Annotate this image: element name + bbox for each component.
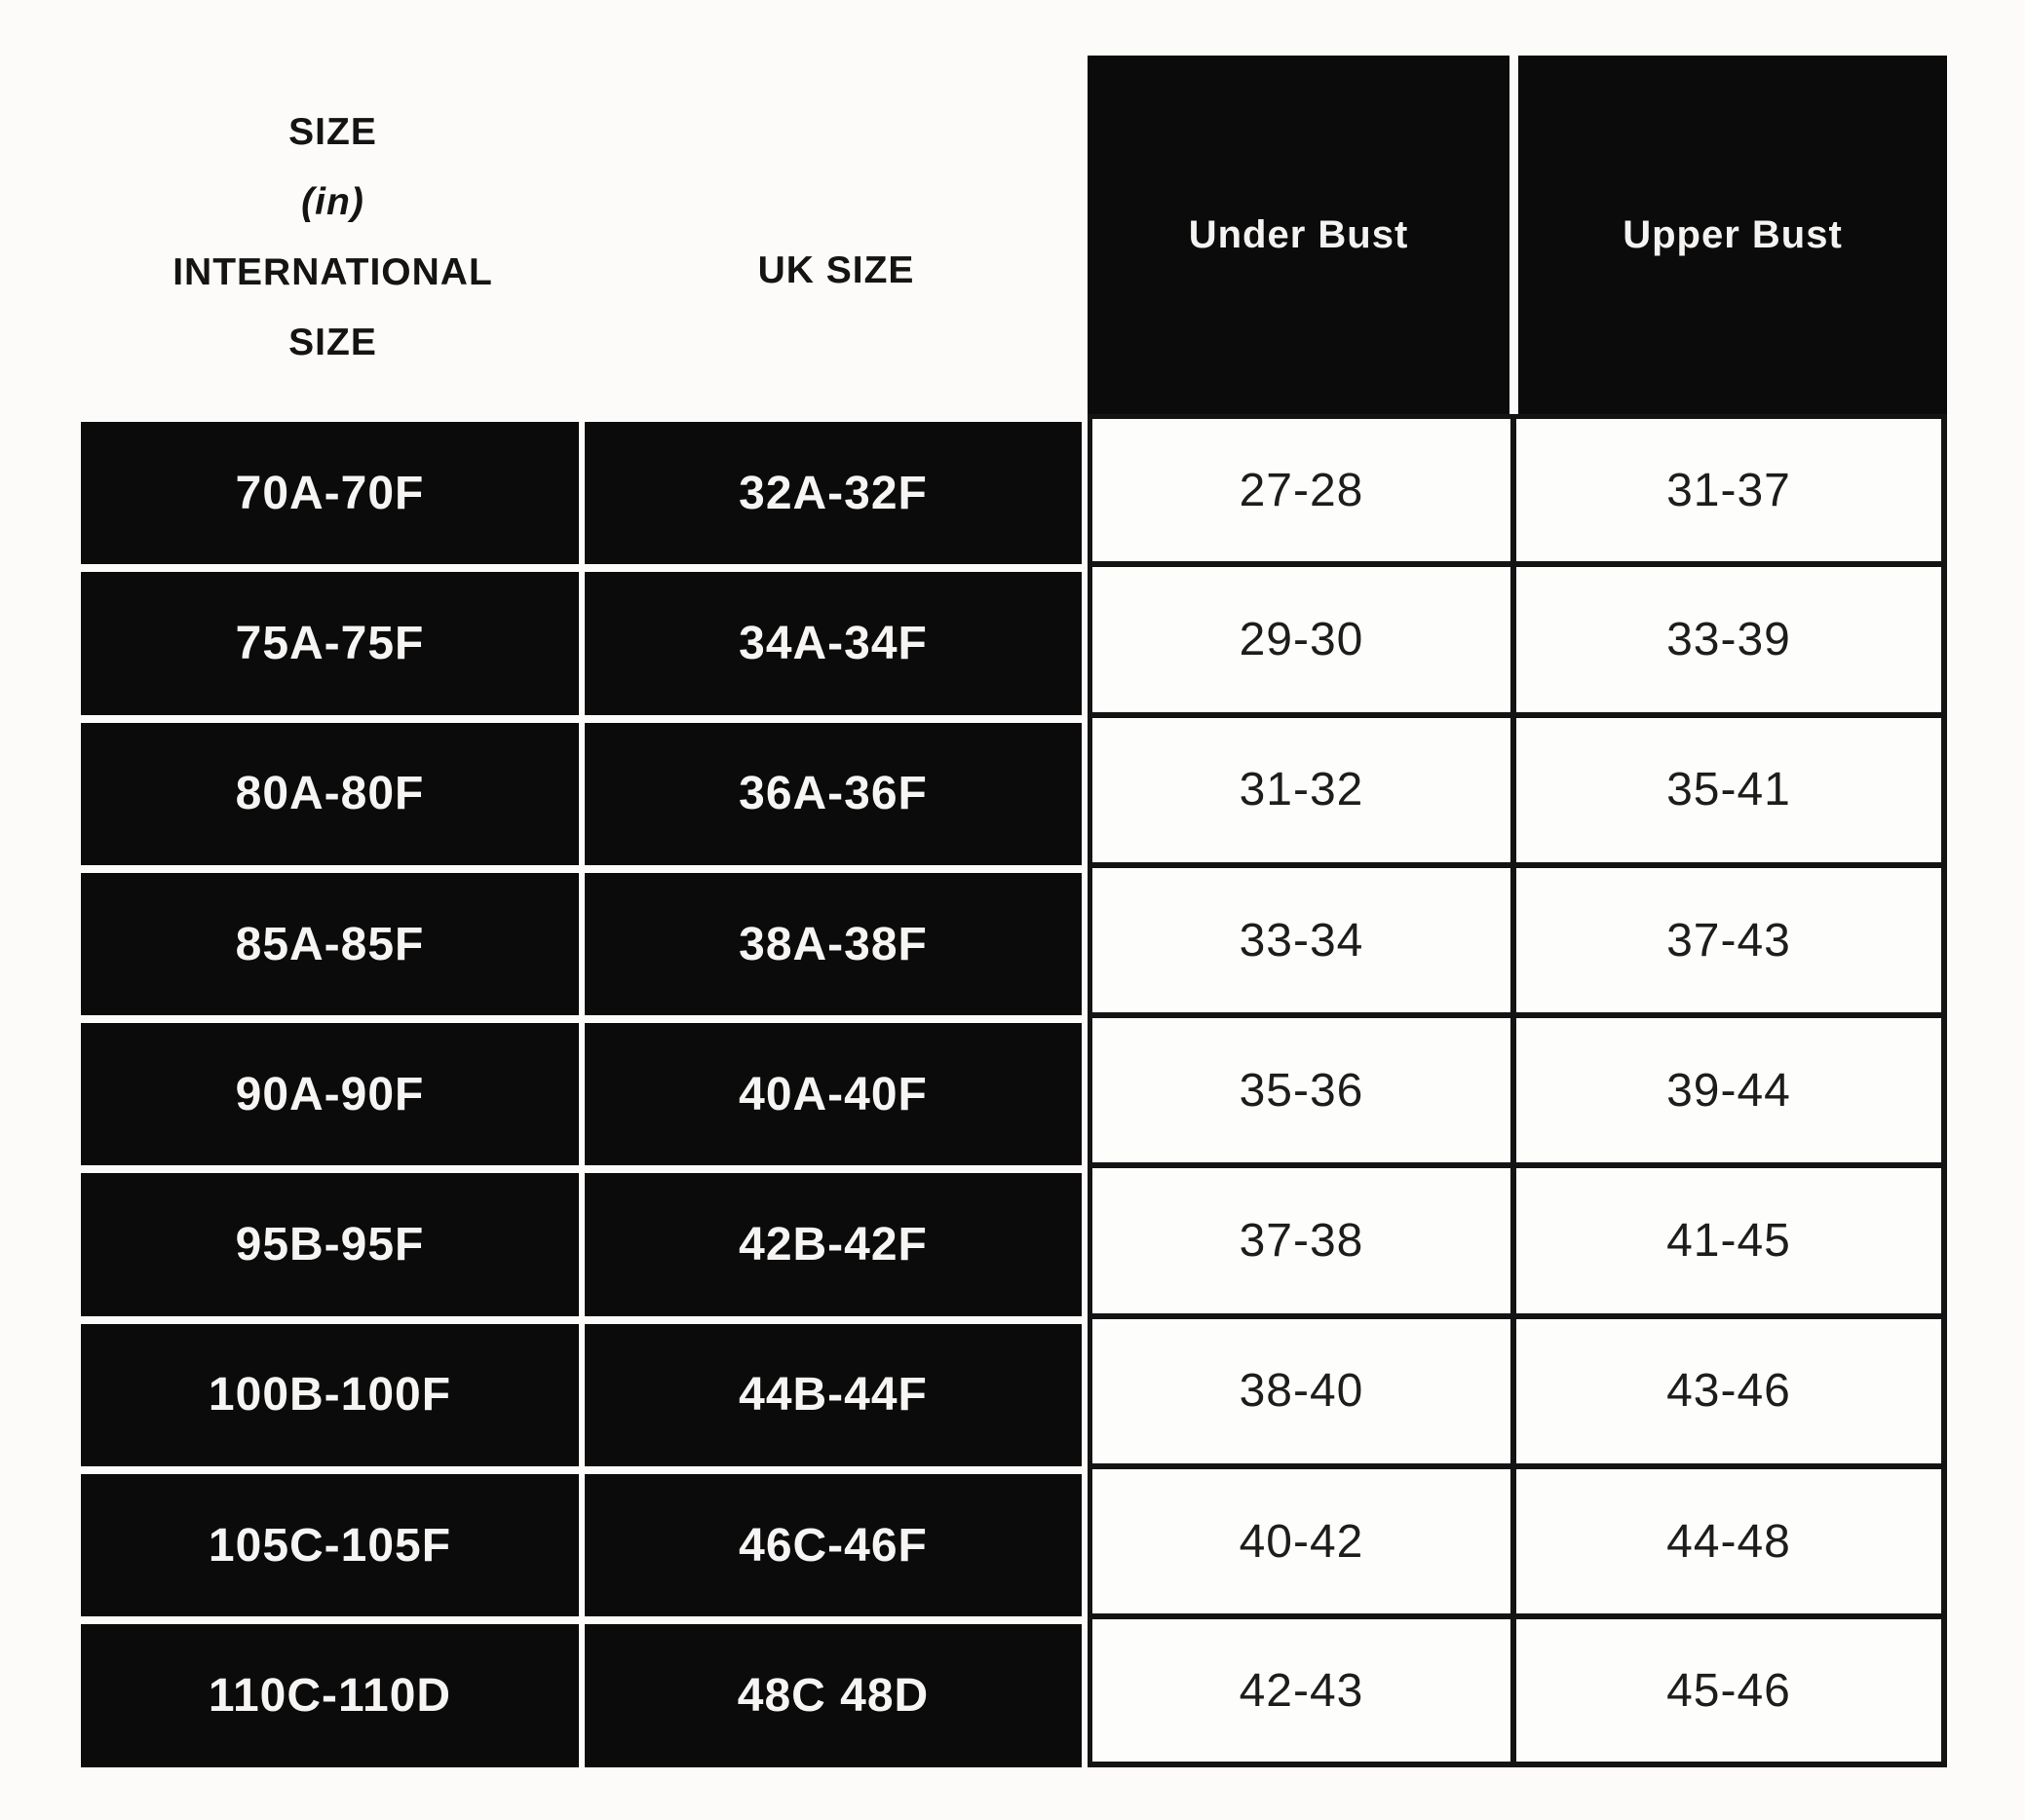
cell-international-size: 105C-105F — [81, 1474, 579, 1617]
cell-uk-size: 34A-34F — [585, 572, 1082, 715]
cell-under-bust-value: 38-40 — [1239, 1365, 1364, 1418]
header-line-size: SIZE — [288, 111, 377, 153]
cell-upper-bust: 39-44 — [1513, 1015, 1947, 1166]
cell-under-bust-value: 33-34 — [1239, 914, 1364, 967]
cell-uk-size-value: 44B-44F — [739, 1369, 928, 1422]
cell-under-bust: 37-38 — [1088, 1165, 1513, 1316]
header-line-size2: SIZE — [288, 322, 377, 363]
cell-international-size-value: 80A-80F — [235, 768, 425, 820]
cell-international-size: 110C-110D — [81, 1624, 579, 1767]
cell-upper-bust: 35-41 — [1513, 714, 1947, 865]
cell-international-size: 70A-70F — [81, 422, 579, 565]
cell-international-size-value: 95B-95F — [235, 1219, 425, 1271]
cell-under-bust-value: 29-30 — [1239, 613, 1364, 665]
cell-upper-bust-value: 33-39 — [1666, 613, 1791, 665]
header-line-unit: (in) — [301, 181, 364, 223]
cell-upper-bust-value: 43-46 — [1666, 1365, 1791, 1418]
cell-under-bust: 33-34 — [1088, 864, 1513, 1016]
cell-uk-size-value: 38A-38F — [739, 918, 928, 970]
cell-international-size-value: 90A-90F — [235, 1068, 425, 1120]
cell-under-bust-value: 27-28 — [1239, 464, 1364, 516]
header-international-size: SIZE (in) INTERNATIONAL SIZE — [81, 0, 585, 414]
cell-under-bust-value: 37-38 — [1239, 1215, 1364, 1268]
cell-under-bust-value: 42-43 — [1239, 1664, 1364, 1717]
cell-upper-bust-value: 41-45 — [1666, 1215, 1791, 1268]
cell-under-bust: 35-36 — [1088, 1015, 1513, 1166]
cell-international-size: 90A-90F — [81, 1023, 579, 1166]
cell-under-bust: 27-28 — [1088, 414, 1513, 565]
cell-upper-bust: 44-48 — [1513, 1466, 1947, 1617]
cell-international-size-value: 70A-70F — [235, 467, 425, 519]
cell-uk-size: 38A-38F — [585, 872, 1082, 1016]
cell-uk-size-value: 46C-46F — [739, 1519, 928, 1572]
cell-under-bust-value: 35-36 — [1239, 1064, 1364, 1117]
cell-uk-size-value: 42B-42F — [739, 1219, 928, 1271]
header-upper-bust: Upper Bust — [1513, 0, 1947, 414]
cell-under-bust: 42-43 — [1088, 1616, 1513, 1767]
cell-uk-size-value: 40A-40F — [739, 1068, 928, 1120]
cell-uk-size-value: 48C 48D — [737, 1670, 930, 1723]
cell-uk-size-value: 36A-36F — [739, 768, 928, 820]
cell-upper-bust-value: 45-46 — [1666, 1664, 1791, 1717]
cell-upper-bust-value: 31-37 — [1666, 464, 1791, 516]
size-table: SIZE (in) INTERNATIONAL SIZE UK SIZE Und… — [81, 0, 1947, 1767]
cell-international-size-value: 110C-110D — [208, 1670, 452, 1723]
cell-under-bust: 40-42 — [1088, 1466, 1513, 1617]
cell-uk-size: 48C 48D — [585, 1624, 1082, 1767]
cell-international-size: 85A-85F — [81, 872, 579, 1016]
cell-under-bust: 31-32 — [1088, 714, 1513, 865]
cell-international-size-value: 85A-85F — [235, 918, 425, 970]
cell-uk-size-value: 34A-34F — [739, 617, 928, 669]
cell-uk-size: 44B-44F — [585, 1323, 1082, 1467]
cell-upper-bust-value: 35-41 — [1666, 764, 1791, 816]
header-uk-size: UK SIZE — [585, 0, 1088, 414]
cell-upper-bust-value: 44-48 — [1666, 1515, 1791, 1568]
cell-international-size-value: 105C-105F — [208, 1519, 452, 1572]
cell-under-bust-value: 40-42 — [1239, 1515, 1364, 1568]
cell-international-size: 75A-75F — [81, 572, 579, 715]
cell-international-size: 80A-80F — [81, 722, 579, 865]
cell-uk-size: 42B-42F — [585, 1173, 1082, 1316]
cell-upper-bust: 45-46 — [1513, 1616, 1947, 1767]
cell-upper-bust: 31-37 — [1513, 414, 1947, 565]
cell-under-bust: 38-40 — [1088, 1315, 1513, 1467]
cell-international-size-value: 75A-75F — [235, 617, 425, 669]
header-under-bust-label: Under Bust — [1188, 212, 1409, 256]
cell-under-bust-value: 31-32 — [1239, 764, 1364, 816]
header-uk-size-label: UK SIZE — [757, 249, 915, 291]
cell-uk-size: 36A-36F — [585, 722, 1082, 865]
cell-international-size-value: 100B-100F — [208, 1369, 452, 1422]
cell-international-size: 95B-95F — [81, 1173, 579, 1316]
cell-upper-bust: 43-46 — [1513, 1315, 1947, 1467]
header-under-bust: Under Bust — [1088, 0, 1513, 414]
header-upper-bust-label: Upper Bust — [1623, 212, 1843, 256]
cell-upper-bust: 41-45 — [1513, 1165, 1947, 1316]
cell-uk-size: 46C-46F — [585, 1474, 1082, 1617]
cell-upper-bust-value: 39-44 — [1666, 1064, 1791, 1117]
header-upper-bust-box: Upper Bust — [1518, 56, 1947, 414]
cell-upper-bust: 33-39 — [1513, 564, 1947, 715]
cell-international-size: 100B-100F — [81, 1323, 579, 1467]
cell-uk-size-value: 32A-32F — [739, 467, 928, 519]
header-under-bust-box: Under Bust — [1088, 56, 1509, 414]
cell-under-bust: 29-30 — [1088, 564, 1513, 715]
cell-upper-bust: 37-43 — [1513, 864, 1947, 1016]
header-line-international: INTERNATIONAL — [172, 251, 493, 293]
cell-uk-size: 40A-40F — [585, 1023, 1082, 1166]
cell-uk-size: 32A-32F — [585, 422, 1082, 565]
cell-upper-bust-value: 37-43 — [1666, 914, 1791, 967]
